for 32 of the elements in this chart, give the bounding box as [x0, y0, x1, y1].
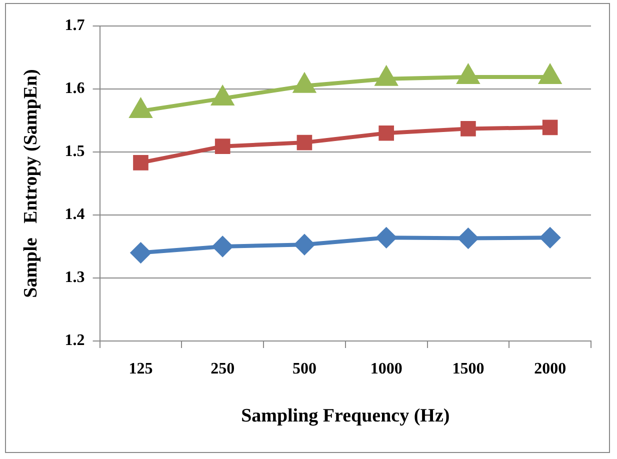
y-tick-label: 1.3 [64, 269, 85, 286]
point [458, 228, 478, 248]
point [294, 234, 314, 255]
point [539, 65, 561, 84]
y-tick-label: 1.2 [64, 332, 85, 350]
y-axis-title: Sample Entropy (SampEn) [20, 69, 42, 298]
point [130, 242, 151, 263]
point [294, 74, 316, 93]
x-tick-label: 125 [128, 360, 153, 378]
point [542, 120, 558, 136]
point [458, 65, 479, 84]
point [296, 134, 312, 150]
point [540, 228, 560, 248]
point [460, 121, 476, 136]
y-tick-label: 1.5 [64, 143, 85, 160]
x-tick-label: 1500 [452, 360, 484, 378]
x-tick-label: 2000 [534, 360, 566, 378]
x-tick-label: 500 [292, 360, 316, 378]
point [376, 228, 396, 248]
x-tick-label: 1000 [370, 360, 402, 378]
point [376, 66, 397, 86]
point [133, 155, 148, 170]
x-axis-title: Sampling Frequency (Hz) [241, 406, 450, 427]
point [212, 86, 234, 106]
y-tick-label: 1.7 [64, 17, 85, 34]
point [212, 236, 233, 256]
x-tick-label: 250 [210, 360, 235, 378]
point [214, 138, 230, 154]
point [378, 125, 394, 141]
y-tick-label: 1.6 [64, 80, 85, 98]
point [130, 99, 152, 118]
y-tick-label: 1.4 [64, 206, 85, 224]
